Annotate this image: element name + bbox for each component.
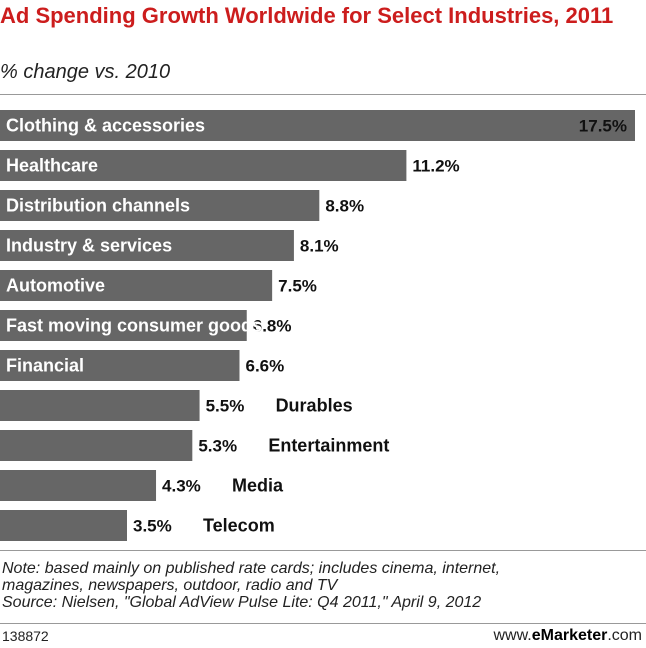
bottom-divider [0,550,646,551]
note-line-1: Note: based mainly on published rate car… [2,560,501,577]
category-label-media: Media [232,476,284,496]
bar-distribution-channels [0,190,320,221]
category-label-entertainment: Entertainment [268,436,389,456]
value-label-distribution-channels: 8.8% [325,197,364,216]
bar-chart: 17.5% Clothing & accessories 11.2% Healthca… [0,110,635,541]
value-label-healthcare: 11.2% [412,157,459,176]
note-line-2: magazines, newspapers, outdoor, radio an… [2,577,338,594]
value-label-fast-moving-consumer-goods: 6.8% [253,317,292,336]
value-label-clothing-accessories: 17.5% [579,117,627,136]
category-label-telecom: Telecom [203,516,275,536]
chart-id: 138872 [2,628,49,644]
brand-name: eMarketer [531,627,608,644]
bar-financial [0,350,240,381]
category-label-automotive: Automotive [6,276,105,296]
bar-clothing-accessories [0,110,635,141]
bar-industry-services [0,230,294,261]
category-label-durables: Durables [276,396,353,416]
category-label-clothing-accessories: Clothing & accessories [6,116,205,136]
bar-telecom [0,510,127,541]
value-label-telecom: 3.5% [133,517,172,536]
value-label-automotive: 7.5% [278,277,317,296]
footer-divider [0,623,646,624]
value-label-durables: 5.5% [206,397,245,416]
bar-durables [0,390,200,421]
brand-prefix: www. [493,627,532,644]
bar-healthcare [0,150,407,181]
value-label-financial: 6.6% [245,357,284,376]
bar-fast-moving-consumer-goods [0,310,247,341]
source-line: Source: Nielsen, "Global AdView Pulse Li… [2,594,482,611]
chart-notes: Note: based mainly on published rate car… [2,560,642,611]
brand-suffix: .com [607,627,642,644]
value-label-industry-services: 8.1% [300,237,339,256]
category-label-industry-services: Industry & services [6,236,172,256]
category-label-healthcare: Healthcare [6,156,98,176]
bar-entertainment [0,430,193,461]
chart-subtitle: % change vs. 2010 [0,61,171,83]
brand-link[interactable]: www.eMarketer.com [493,627,642,645]
category-label-financial: Financial [6,356,84,376]
bar-media [0,470,157,501]
top-divider [0,94,646,95]
value-label-entertainment: 5.3% [198,437,237,456]
bar-automotive [0,270,273,301]
chart-title: Ad Spending Growth Worldwide for Select … [0,3,614,28]
category-label-fast-moving-consumer-goods: Fast moving consumer goods [6,316,262,336]
category-label-distribution-channels: Distribution channels [6,196,190,216]
value-label-media: 4.3% [162,477,201,496]
